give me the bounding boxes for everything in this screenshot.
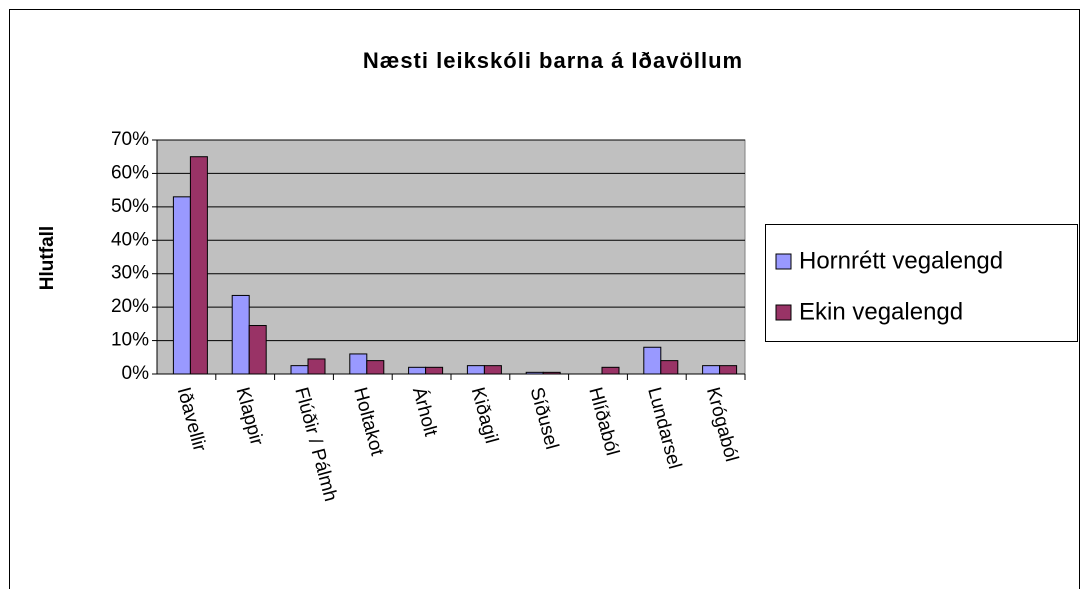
bar [408, 366, 427, 375]
bar [660, 360, 679, 375]
bar [349, 353, 368, 375]
legend-swatch [775, 253, 792, 270]
bar [643, 346, 662, 375]
y-tick-label: 20% [111, 296, 149, 317]
bar [307, 358, 326, 375]
bar [290, 365, 309, 375]
legend-swatch [775, 304, 792, 321]
y-tick-label: 40% [111, 229, 149, 250]
legend-label: Hornrétt vegalengd [799, 247, 1003, 274]
bar [425, 366, 444, 375]
bar [719, 365, 738, 375]
chart-border [9, 9, 1080, 589]
bar [366, 360, 385, 375]
bar [466, 365, 485, 375]
chart-title: Næsti leikskóli barna á Iðavöllum [363, 48, 743, 73]
bar [231, 294, 250, 375]
y-tick-label: 50% [111, 196, 149, 217]
y-axis-label: Hlutfall [37, 226, 58, 290]
y-tick-label: 60% [111, 162, 149, 183]
y-tick-label: 70% [111, 129, 149, 150]
bar [702, 365, 721, 375]
bar [542, 371, 561, 375]
legend [765, 224, 1078, 342]
legend-label: Ekin vegalengd [799, 298, 963, 325]
y-tick-label: 30% [111, 263, 149, 284]
bar [483, 365, 502, 375]
bar [601, 366, 620, 375]
y-tick-label: 10% [111, 330, 149, 351]
y-tick-label: 0% [122, 363, 150, 384]
bar [248, 325, 267, 375]
bar [525, 371, 544, 375]
bar [189, 156, 208, 375]
bar [172, 196, 191, 375]
